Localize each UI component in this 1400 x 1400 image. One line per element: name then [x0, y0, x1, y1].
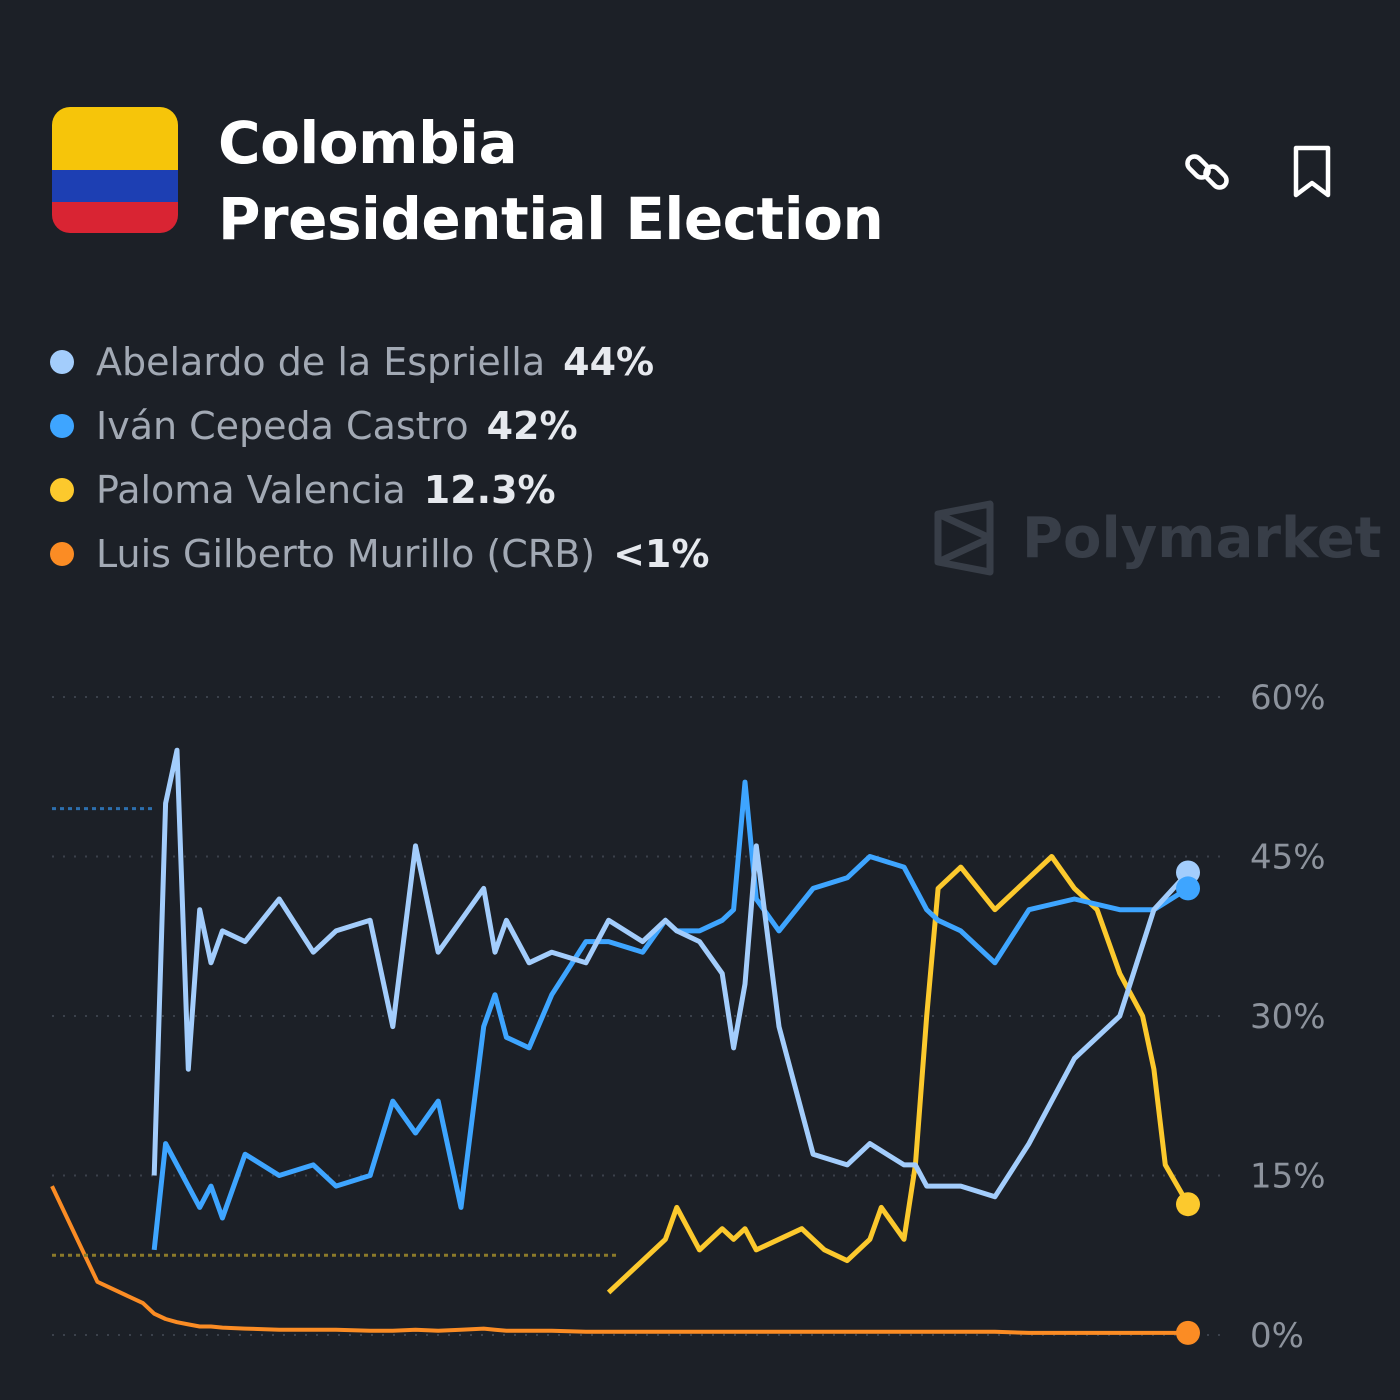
y-tick-label: 30%: [1250, 997, 1326, 1037]
legend-name: Paloma Valencia: [96, 468, 406, 512]
y-tick-label: 0%: [1250, 1316, 1304, 1356]
bookmark-button[interactable]: [1283, 142, 1343, 202]
legend-item-espriella: Abelardo de la Espriella 44%: [50, 330, 709, 394]
series-line-murillo: [50, 1185, 1188, 1335]
legend-item-cepeda: Iván Cepeda Castro 42%: [50, 394, 709, 458]
series-layer: [50, 747, 1191, 1335]
y-tick-label: 15%: [1250, 1157, 1326, 1197]
market-title: Colombia Presidential Election: [218, 109, 884, 253]
watermark-text: Polymarket: [1022, 505, 1382, 571]
series-line-valencia: [606, 854, 1191, 1295]
series-line-espriella: [151, 747, 1190, 1200]
flag-red-band: [52, 201, 178, 233]
end-dot-valencia: [1176, 1192, 1200, 1217]
link-icon: [1185, 154, 1229, 190]
end-dot-murillo: [1176, 1320, 1200, 1345]
legend-dot-espriella: [50, 350, 74, 374]
polymarket-watermark: Polymarket: [932, 500, 1381, 576]
series-line-cepeda: [151, 779, 1190, 1251]
legend-value: 12.3%: [423, 468, 556, 512]
y-tick-label: 45%: [1250, 838, 1326, 878]
legend-value: <1%: [613, 532, 710, 576]
y-tick-label: 60%: [1250, 678, 1326, 718]
y-axis-ticks: 0% 15% 30% 45% 60%: [1250, 678, 1326, 1356]
legend-item-valencia: Paloma Valencia 12.3%: [50, 458, 709, 522]
legend-value: 42%: [486, 404, 578, 448]
colombia-flag: [52, 107, 178, 233]
copy-link-button[interactable]: [1180, 142, 1240, 202]
legend-name: Iván Cepeda Castro: [96, 404, 469, 448]
bookmark-icon: [1293, 145, 1331, 198]
legend-dot-valencia: [50, 478, 74, 502]
flag-blue-band: [52, 170, 178, 202]
legend-name: Luis Gilberto Murillo (CRB): [96, 532, 596, 576]
chart-legend: Abelardo de la Espriella 44% Iván Cepeda…: [50, 330, 709, 586]
end-dots: [1176, 860, 1200, 1345]
polymarket-logo-icon: [934, 500, 994, 576]
legend-value: 44%: [563, 340, 655, 384]
legend-dot-murillo: [50, 542, 74, 566]
legend-name: Abelardo de la Espriella: [96, 340, 546, 384]
legend-dot-cepeda: [50, 414, 74, 438]
end-dot-cepeda: [1176, 876, 1200, 901]
legend-item-murillo: Luis Gilberto Murillo (CRB) <1%: [50, 522, 709, 586]
flag-yellow-band: [52, 107, 178, 170]
grid-layer: [52, 696, 1228, 1336]
